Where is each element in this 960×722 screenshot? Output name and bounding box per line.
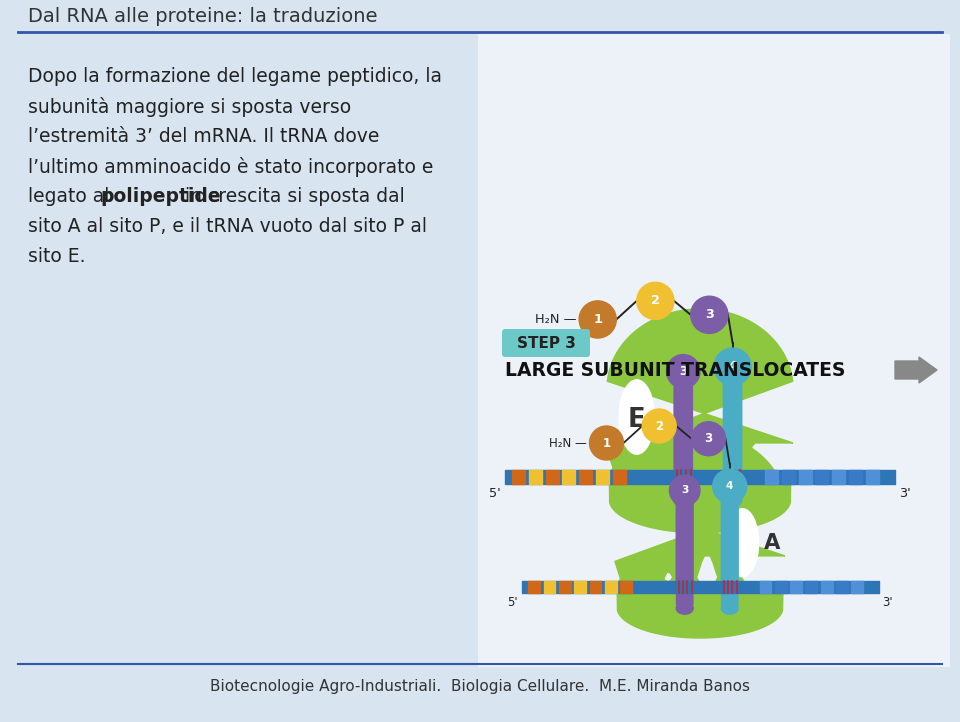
Text: 5': 5'	[490, 487, 501, 500]
FancyBboxPatch shape	[721, 592, 729, 606]
Text: subunità maggiore si sposta verso: subunità maggiore si sposta verso	[28, 97, 351, 117]
Text: 3': 3'	[899, 487, 911, 500]
Text: 4: 4	[726, 481, 733, 491]
FancyBboxPatch shape	[673, 382, 693, 485]
Text: Dopo la formazione del legame peptidico, la: Dopo la formazione del legame peptidico,…	[28, 67, 442, 87]
Ellipse shape	[676, 602, 693, 614]
Circle shape	[690, 296, 728, 334]
Polygon shape	[610, 446, 791, 533]
Text: STEP 3: STEP 3	[516, 336, 575, 350]
Text: 3: 3	[705, 308, 713, 321]
Circle shape	[666, 355, 700, 388]
Text: sito A al sito P, e il tRNA vuoto dal sito P al: sito A al sito P, e il tRNA vuoto dal si…	[28, 217, 427, 237]
Circle shape	[636, 282, 674, 319]
Circle shape	[589, 426, 623, 460]
Circle shape	[669, 475, 700, 505]
Text: l’ultimo amminoacido è stato incorporato e: l’ultimo amminoacido è stato incorporato…	[28, 157, 433, 177]
Ellipse shape	[727, 509, 758, 577]
Circle shape	[712, 469, 747, 503]
FancyBboxPatch shape	[478, 34, 950, 667]
Ellipse shape	[721, 602, 738, 614]
FancyBboxPatch shape	[676, 500, 694, 594]
FancyBboxPatch shape	[680, 483, 687, 497]
Text: 4: 4	[729, 360, 736, 373]
Circle shape	[714, 348, 751, 386]
FancyBboxPatch shape	[686, 592, 693, 606]
Text: in crescita si sposta dal: in crescita si sposta dal	[180, 188, 405, 206]
FancyBboxPatch shape	[721, 500, 739, 594]
Ellipse shape	[619, 380, 655, 454]
Circle shape	[642, 409, 676, 443]
Text: 2: 2	[651, 295, 660, 308]
Text: 3: 3	[680, 365, 687, 378]
Text: H₂N —: H₂N —	[549, 437, 587, 450]
Text: 5': 5'	[508, 596, 518, 609]
Text: H₂N —: H₂N —	[535, 313, 576, 326]
Text: E: E	[628, 407, 645, 433]
Text: legato al: legato al	[28, 188, 115, 206]
Text: A: A	[764, 533, 780, 553]
Text: sito E.: sito E.	[28, 248, 85, 266]
Circle shape	[691, 422, 726, 456]
Text: Dal RNA alle proteine: la traduzione: Dal RNA alle proteine: la traduzione	[28, 6, 377, 25]
FancyBboxPatch shape	[723, 483, 731, 497]
Text: 3: 3	[705, 432, 712, 445]
Circle shape	[579, 301, 616, 338]
Text: polipeptide: polipeptide	[100, 188, 221, 206]
Ellipse shape	[674, 494, 692, 507]
FancyBboxPatch shape	[729, 483, 736, 497]
Text: 3: 3	[681, 485, 688, 495]
Text: 1: 1	[603, 437, 611, 450]
Text: 1: 1	[593, 313, 602, 326]
Text: 2: 2	[655, 419, 663, 432]
Text: Biotecnologie Agro-Industriali.  Biologia Cellulare.  M.E. Miranda Banos: Biotecnologie Agro-Industriali. Biologia…	[210, 679, 750, 694]
FancyBboxPatch shape	[726, 592, 733, 606]
Text: LARGE SUBUNIT TRANSLOCATES: LARGE SUBUNIT TRANSLOCATES	[505, 360, 846, 380]
FancyBboxPatch shape	[674, 483, 682, 497]
Polygon shape	[617, 559, 782, 638]
FancyBboxPatch shape	[723, 382, 742, 485]
FancyBboxPatch shape	[684, 483, 693, 497]
FancyBboxPatch shape	[676, 592, 684, 606]
FancyArrow shape	[895, 357, 937, 383]
Polygon shape	[615, 433, 785, 615]
FancyBboxPatch shape	[734, 483, 742, 497]
FancyBboxPatch shape	[732, 592, 738, 606]
Text: l’estremità 3’ del mRNA. Il tRNA dove: l’estremità 3’ del mRNA. Il tRNA dove	[28, 128, 379, 147]
Ellipse shape	[723, 494, 742, 507]
Polygon shape	[607, 309, 793, 508]
Text: 3': 3'	[882, 596, 893, 609]
FancyBboxPatch shape	[681, 592, 688, 606]
FancyBboxPatch shape	[502, 329, 590, 357]
